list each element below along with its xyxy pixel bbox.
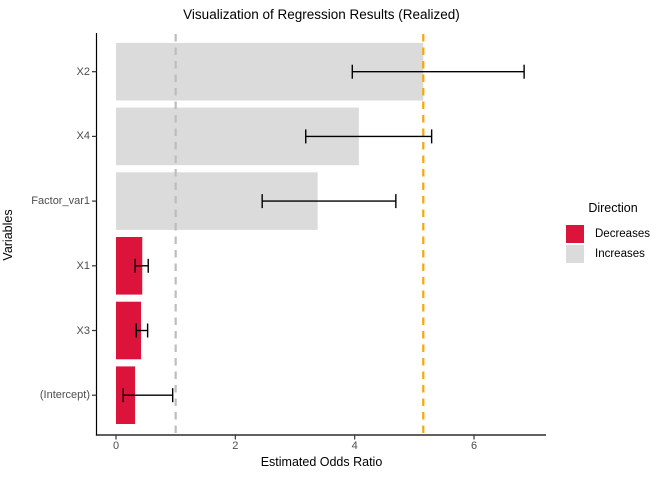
legend-item-decreases: Decreases [566, 224, 660, 243]
legend-swatch-increases [566, 244, 584, 263]
legend: Direction Decreases Increases [566, 201, 660, 264]
x-tick-label: 6 [470, 440, 478, 452]
legend-title: Direction [588, 201, 638, 215]
x-tick-label: 4 [351, 440, 358, 452]
x-tick-label: 0 [112, 440, 120, 452]
chart-title: Visualization of Regression Results (Rea… [183, 7, 460, 22]
y-tick-label: (Intercept) [39, 389, 90, 402]
legend-label: Decreases [595, 227, 650, 240]
y-tick-label: X1 [76, 259, 90, 272]
legend-item-increases: Increases [566, 244, 660, 263]
y-tick-label: Factor_var1 [31, 195, 90, 208]
y-axis-title: Variables [1, 209, 15, 261]
x-axis-title: Estimated Odds Ratio [260, 455, 383, 469]
y-tick-label: X2 [76, 65, 90, 78]
y-tick-label: X3 [76, 324, 90, 337]
legend-label: Increases [595, 247, 645, 260]
x-tick-label: 2 [232, 440, 239, 452]
y-tick-label: X4 [76, 130, 90, 143]
legend-swatch-decreases [566, 224, 584, 243]
